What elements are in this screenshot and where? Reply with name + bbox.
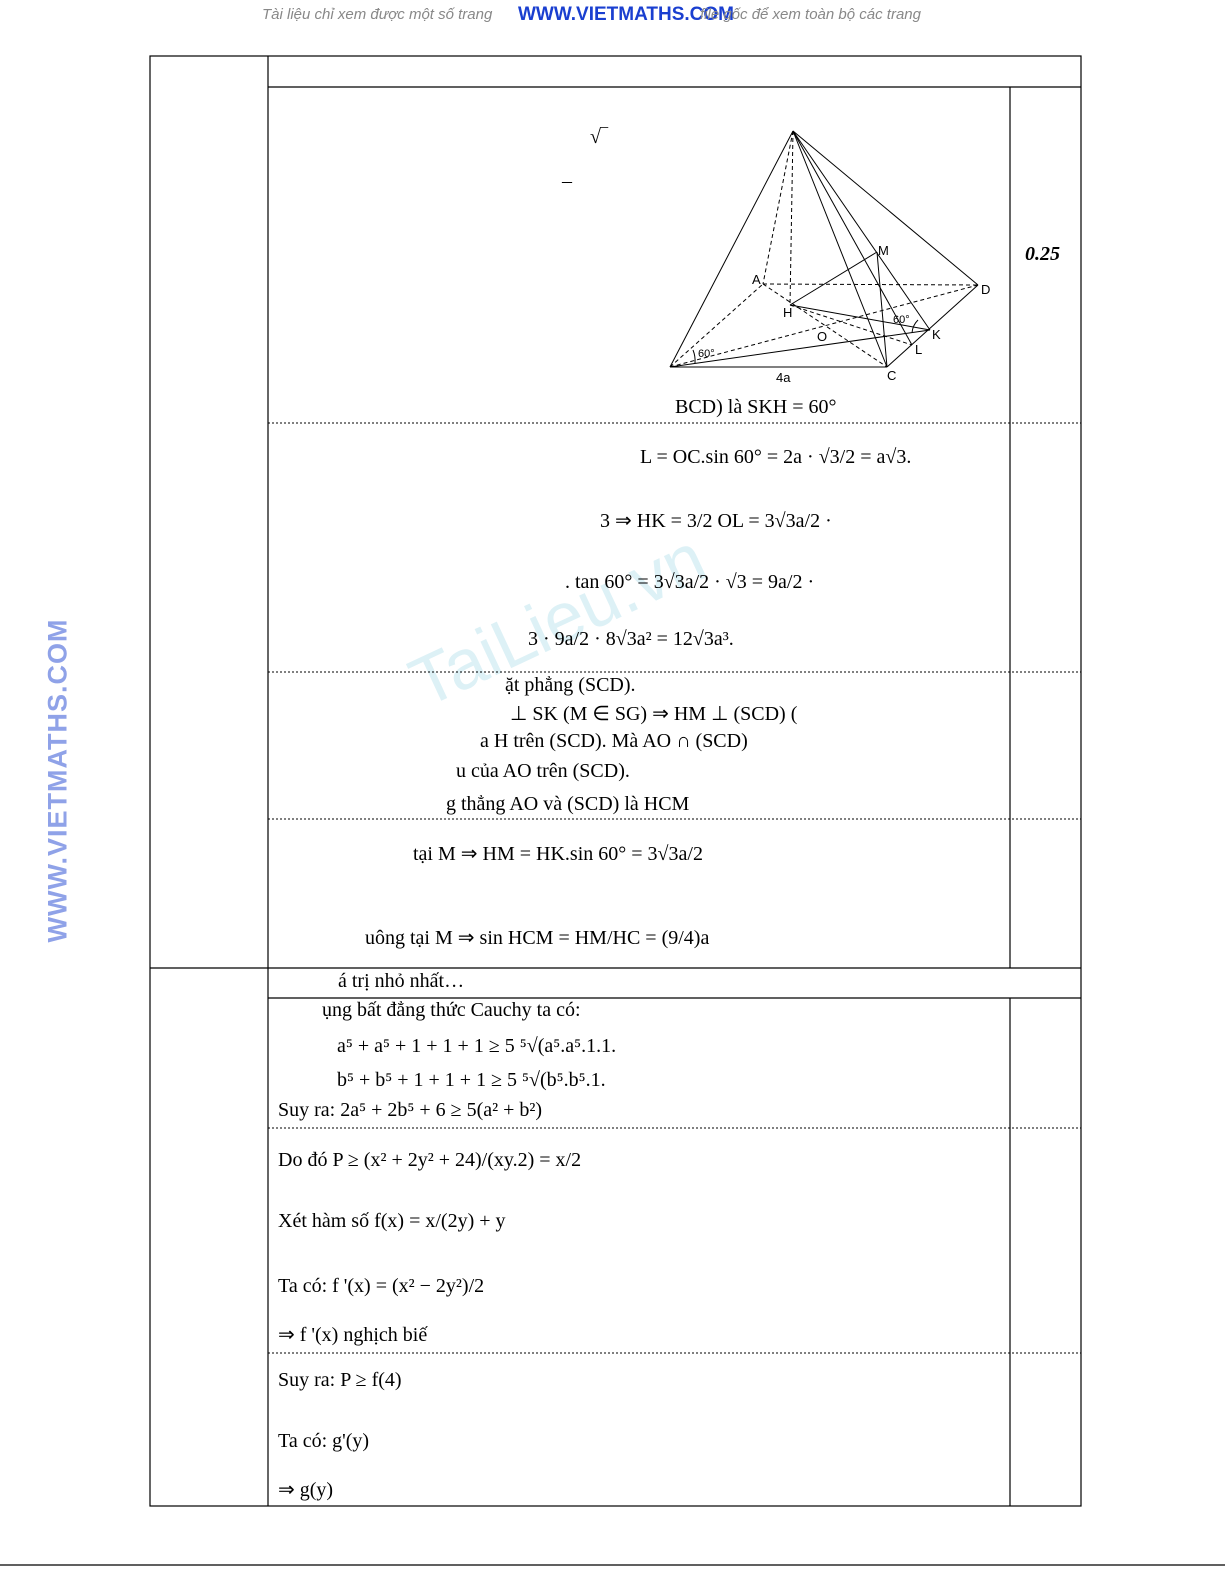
math-line: 3 · 9a/2 · 8√3a² = 12√3a³. [528, 628, 734, 650]
math-line: b⁵ + b⁵ + 1 + 1 + 1 ≥ 5 ⁵√(b⁵.b⁵.1. [337, 1069, 606, 1091]
math-line: – [562, 170, 572, 192]
text-line: u của AO trên (SCD). [456, 760, 630, 782]
header-left: Tài liệu chỉ xem được một số trang [262, 6, 493, 23]
fig-label: A [752, 272, 761, 287]
math-line: Ta có: f '(x) = (x² − 2y²)/2 [278, 1275, 485, 1297]
text-line: ặt phẳng (SCD). [505, 674, 636, 696]
fig-label: C [887, 368, 896, 383]
header-site[interactable]: WWW.VIETMATHS.COM [518, 4, 735, 25]
math-line: Suy ra: P ≥ f(4) [278, 1369, 402, 1391]
fig-label: D [981, 282, 990, 297]
text-line: g thẳng AO và (SCD) là HCM [446, 793, 690, 815]
fig-label: K [932, 327, 941, 342]
header-right: file gốc để xem toàn bộ các trang [700, 6, 921, 23]
text-line: á trị nhỏ nhất… [338, 970, 465, 992]
math-line: Do đó P ≥ (x² + 2y² + 24)/(xy.2) = x/2 [278, 1149, 582, 1171]
math-line: √‾ [590, 126, 608, 148]
math-line: ⇒ f '(x) nghịch biế [278, 1324, 428, 1346]
pyramid-figure [669, 130, 979, 368]
text-line: a H trên (SCD). Mà AO ∩ (SCD) [480, 730, 748, 752]
fig-label: O [817, 329, 827, 344]
fig-label: M [878, 243, 889, 258]
math-line: Ta có: g'(y) [278, 1430, 370, 1452]
text-line: ụng bất đẳng thức Cauchy ta có: [322, 999, 581, 1021]
fig-label: L [915, 342, 922, 357]
fig-label: 60° [698, 348, 715, 360]
math-line: L = OC.sin 60° = 2a · √3/2 = a√3. [640, 446, 912, 468]
math-line: a⁵ + a⁵ + 1 + 1 + 1 ≥ 5 ⁵√(a⁵.a⁵.1.1. [337, 1035, 617, 1057]
math-line: Suy ra: 2a⁵ + 2b⁵ + 6 ≥ 5(a² + b²) [278, 1099, 543, 1121]
math-line: tại M ⇒ HM = HK.sin 60° = 3√3a/2 [413, 843, 703, 865]
math-line: Xét hàm số f(x) = x/(2y) + y [278, 1210, 506, 1232]
math-line: uông tại M ⇒ sin HCM = HM/HC = (9/4)a [365, 927, 710, 949]
math-line: 3 ⇒ HK = 3/2 OL = 3√3a/2 · [600, 510, 832, 532]
math-line: BCD) là SKH = 60° [675, 396, 837, 418]
fig-label: 4a [776, 370, 791, 385]
math-line: ⇒ g(y) [278, 1479, 334, 1501]
score: 0.25 [1025, 243, 1060, 265]
text-line: ⊥ SK (M ∈ SG) ⇒ HM ⊥ (SCD) ( [510, 703, 798, 725]
fig-label: H [783, 305, 792, 320]
fig-label: 60° [893, 314, 910, 326]
math-line: . tan 60° = 3√3a/2 · √3 = 9a/2 · [565, 571, 815, 593]
